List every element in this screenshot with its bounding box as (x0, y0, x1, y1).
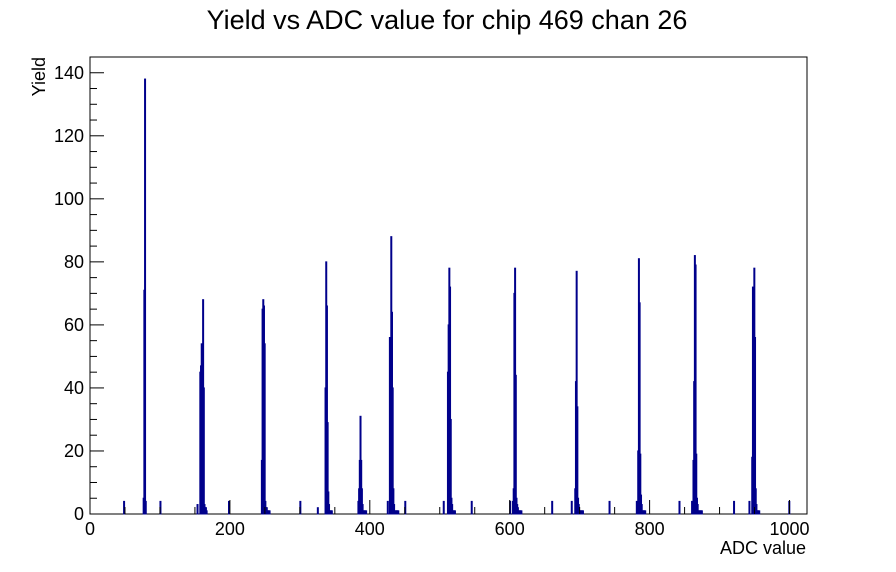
histogram-bars (123, 78, 791, 515)
y-axis: 0 20 40 60 80 100 120 140 (54, 56, 104, 524)
x-tick-label: 1000 (769, 519, 809, 539)
histogram-bin (386, 500, 389, 515)
histogram-bin (442, 500, 445, 515)
y-tick-label: 60 (64, 315, 84, 335)
histogram-bin (196, 504, 199, 515)
y-tick-label: 80 (64, 252, 84, 272)
histogram-bin (205, 510, 208, 515)
histogram-bin (397, 510, 400, 515)
histogram-bin (123, 500, 126, 515)
x-tick-label: 200 (215, 519, 245, 539)
x-tick-label: 600 (495, 519, 525, 539)
histogram-bin (691, 500, 694, 515)
histogram-bin (570, 500, 573, 515)
histogram-bin (551, 500, 554, 515)
chart-title: Yield vs ADC value for chip 469 chan 26 (207, 5, 688, 35)
x-axis: 0 200 400 600 800 1000 (85, 500, 810, 539)
histogram-bin (733, 500, 736, 515)
histogram-bin (330, 510, 333, 515)
x-tick-label: 0 (85, 519, 95, 539)
histogram-bin (453, 510, 456, 515)
histogram-bin (263, 343, 266, 515)
histogram-bin (316, 507, 319, 515)
x-tick-label: 400 (355, 519, 385, 539)
y-tick-label: 100 (54, 189, 84, 209)
y-tick-label: 0 (74, 504, 84, 524)
y-axis-label: Yield (29, 57, 49, 96)
y-tick-label: 140 (54, 63, 84, 83)
histogram-bin (758, 510, 761, 515)
histogram-bin (144, 500, 147, 515)
y-tick-label: 40 (64, 378, 84, 398)
histogram-bin (581, 510, 584, 515)
histogram-bin (228, 500, 230, 515)
y-tick-label: 120 (54, 126, 84, 146)
y-tick-label: 20 (64, 441, 84, 461)
histogram-bin (608, 500, 611, 515)
histogram-bin (268, 510, 271, 515)
histogram-bin (144, 78, 147, 515)
histogram-bin (644, 510, 647, 515)
histogram-bin (514, 374, 517, 515)
histogram-bin (754, 337, 757, 515)
histogram-bin (520, 510, 523, 515)
histogram-bin (470, 500, 473, 515)
histogram-bin (202, 387, 205, 515)
x-axis-label: ADC value (720, 538, 806, 558)
histogram-bin (748, 500, 751, 515)
x-tick-label: 800 (635, 519, 665, 539)
histogram-bin (678, 500, 681, 515)
histogram-bin (700, 510, 703, 515)
histogram-bin (635, 500, 638, 515)
histogram-bin (365, 510, 368, 515)
